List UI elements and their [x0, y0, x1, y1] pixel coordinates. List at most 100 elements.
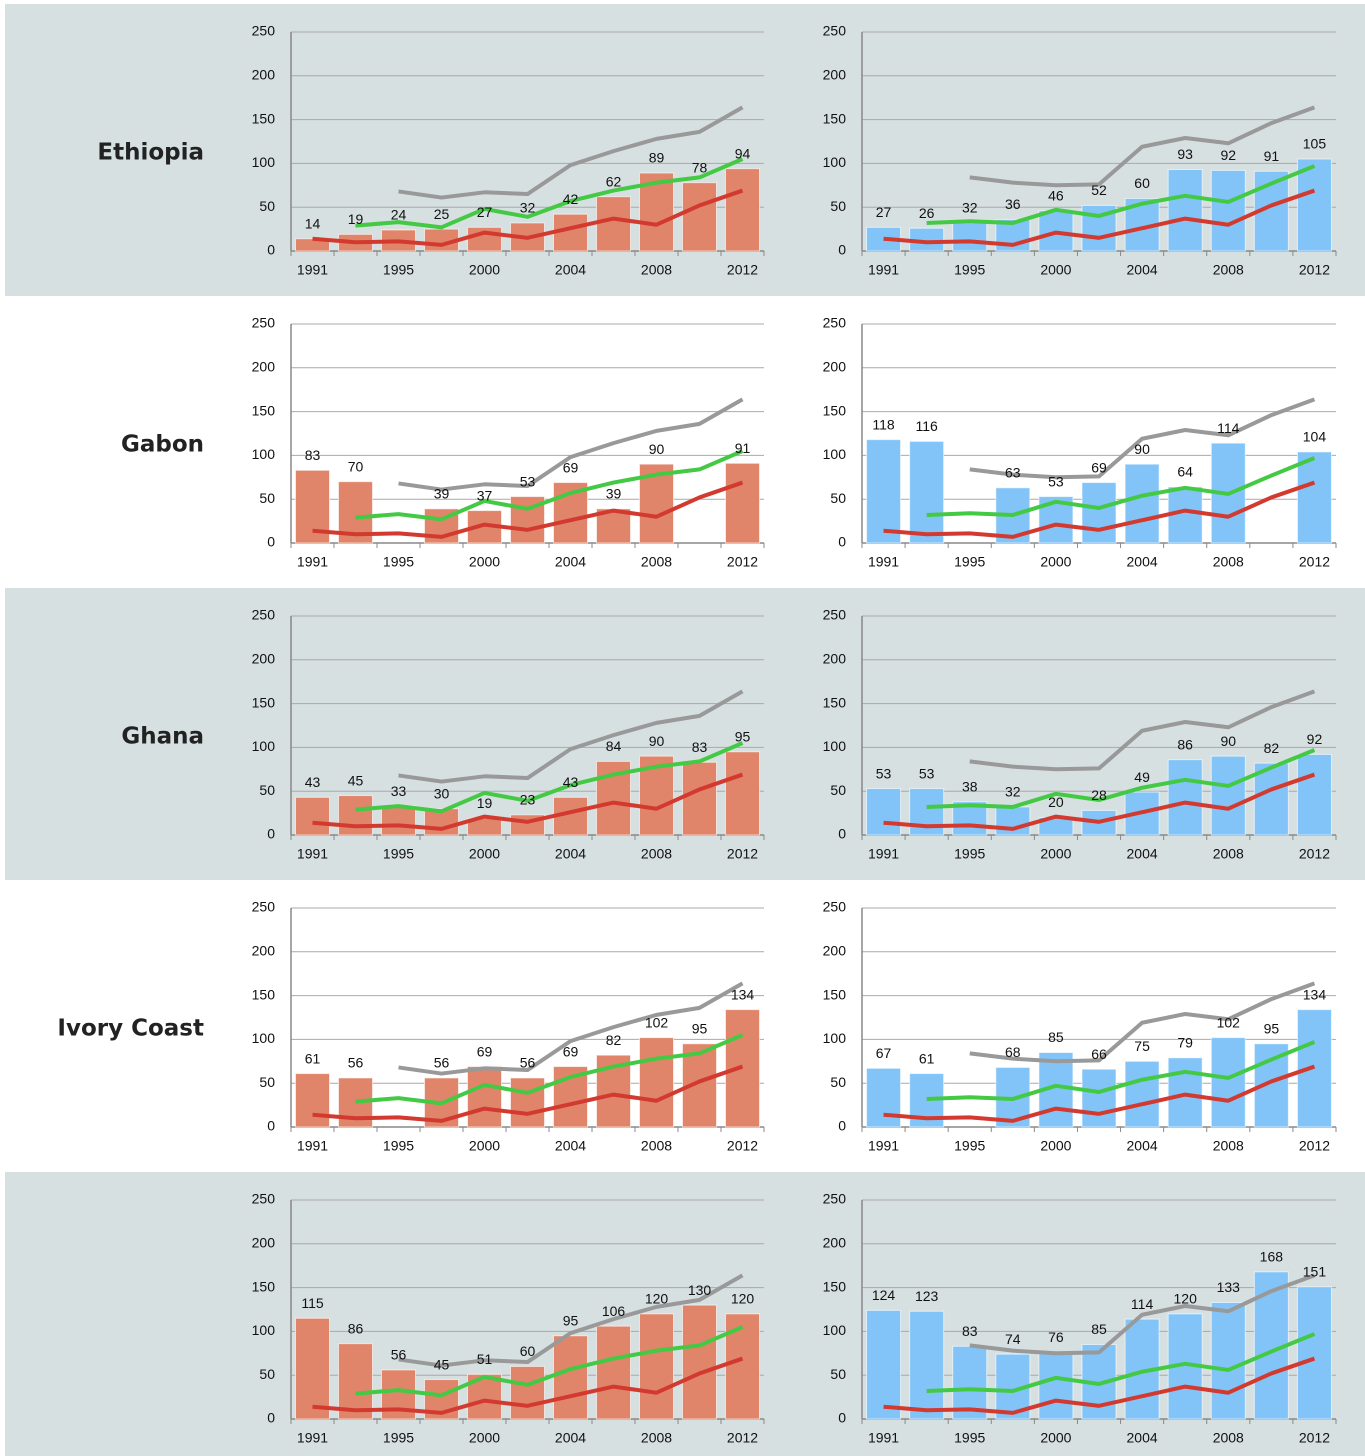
- bar-value-label: 69: [1091, 459, 1107, 475]
- x-tick-label: 1995: [383, 554, 414, 570]
- x-tick-label: 2008: [1213, 1430, 1244, 1446]
- bar-value-label: 62: [606, 173, 622, 189]
- x-tick-label: 1995: [954, 1138, 985, 1154]
- x-tick-label: 2008: [641, 554, 672, 570]
- bar-value-label: 118: [872, 416, 895, 432]
- bar-value-label: 134: [1303, 986, 1327, 1002]
- bar-value-label: 116: [915, 418, 938, 434]
- line: [926, 1332, 1316, 1393]
- bar-value-label: 151: [1303, 1263, 1327, 1279]
- bar-value-label: 56: [391, 1347, 407, 1363]
- bar: [1167, 759, 1203, 836]
- y-tick-label: 200: [252, 943, 276, 959]
- y-tick-label: 100: [823, 1322, 847, 1338]
- bar: [1038, 1351, 1074, 1420]
- bar-value-label: 32: [962, 200, 978, 216]
- x-tick-label: 2004: [555, 262, 586, 278]
- bar-value-label: 91: [735, 440, 751, 456]
- bar: [553, 1335, 588, 1420]
- bar-value-label: 93: [1177, 146, 1193, 162]
- x-tick-label: 2008: [1213, 846, 1244, 862]
- bar: [682, 761, 717, 836]
- x-tick-label: 2012: [727, 262, 758, 278]
- bar: [909, 440, 945, 544]
- bar-value-label: 91: [1264, 148, 1280, 164]
- bar-value-label: 60: [1134, 175, 1150, 191]
- bar-value-label: 53: [876, 765, 892, 781]
- bar-value-label: 26: [919, 205, 935, 221]
- x-tick-label: 2008: [641, 1430, 672, 1446]
- bar-value-label: 86: [348, 1320, 364, 1336]
- x-tick-label: 1991: [297, 846, 328, 862]
- bar: [866, 1067, 902, 1128]
- y-tick-label: 250: [252, 1191, 276, 1207]
- bar: [1081, 1068, 1117, 1128]
- y-tick-label: 200: [823, 359, 847, 375]
- bar-value-label: 19: [348, 211, 364, 227]
- line: [312, 188, 744, 247]
- line: [398, 1273, 744, 1368]
- x-tick-label: 2012: [727, 1138, 758, 1154]
- bar-value-label: 102: [1217, 1014, 1241, 1030]
- y-tick-label: 200: [823, 943, 847, 959]
- bar-value-label: 49: [1134, 769, 1150, 785]
- line: [926, 1040, 1316, 1101]
- line: [969, 1273, 1316, 1356]
- y-tick-label: 250: [252, 899, 276, 915]
- bar: [1124, 463, 1160, 544]
- x-tick-label: 2000: [1040, 262, 1071, 278]
- bar-value-label: 69: [563, 459, 579, 475]
- bar-value-label: 61: [305, 1050, 321, 1066]
- bar: [553, 482, 588, 544]
- x-tick-label: 1991: [868, 262, 899, 278]
- bar: [510, 1365, 545, 1420]
- line: [883, 1064, 1316, 1123]
- x-tick-label: 2012: [1299, 1138, 1330, 1154]
- y-tick-label: 50: [830, 1074, 846, 1090]
- bar-value-label: 42: [563, 191, 579, 207]
- y-tick-label: 100: [252, 154, 276, 170]
- bar-value-label: 85: [1048, 1029, 1064, 1045]
- bar-value-label: 39: [606, 486, 622, 502]
- y-tick-label: 250: [823, 607, 847, 623]
- x-tick-label: 1991: [868, 1430, 899, 1446]
- bar: [1296, 451, 1332, 544]
- bar-value-label: 133: [1217, 1279, 1241, 1295]
- bar: [639, 1313, 674, 1420]
- x-tick-label: 2004: [555, 846, 586, 862]
- y-tick-label: 0: [267, 826, 275, 842]
- x-tick-label: 1995: [383, 846, 414, 862]
- bar: [295, 796, 330, 836]
- line: [312, 1064, 744, 1123]
- y-tick-label: 0: [267, 1410, 275, 1426]
- y-tick-label: 50: [259, 1074, 275, 1090]
- line: [398, 689, 744, 784]
- line: [312, 1356, 744, 1415]
- bar-value-label: 70: [348, 458, 364, 474]
- bar-value-label: 27: [477, 204, 493, 220]
- y-tick-label: 250: [823, 1191, 847, 1207]
- y-tick-label: 0: [838, 534, 846, 550]
- bar: [338, 1343, 373, 1420]
- bar-value-label: 89: [649, 150, 665, 166]
- bar-value-label: 104: [1303, 429, 1327, 445]
- bar-value-label: 78: [692, 159, 708, 175]
- bar: [725, 751, 760, 836]
- y-tick-label: 50: [259, 1366, 275, 1382]
- x-tick-label: 2008: [641, 846, 672, 862]
- bar: [1210, 755, 1246, 836]
- bar-value-label: 27: [876, 204, 892, 220]
- bar: [725, 462, 760, 544]
- x-tick-label: 2000: [469, 1138, 500, 1154]
- line: [312, 772, 744, 831]
- bar-value-label: 74: [1005, 1331, 1021, 1347]
- x-tick-label: 1995: [954, 846, 985, 862]
- bar-value-label: 32: [1005, 784, 1021, 800]
- y-tick-label: 100: [252, 1030, 276, 1046]
- y-tick-label: 150: [252, 1278, 276, 1294]
- y-tick-label: 200: [823, 651, 847, 667]
- bar: [295, 1073, 330, 1128]
- y-tick-label: 100: [252, 1322, 276, 1338]
- bar-value-label: 20: [1048, 794, 1064, 810]
- y-tick-label: 100: [823, 1030, 847, 1046]
